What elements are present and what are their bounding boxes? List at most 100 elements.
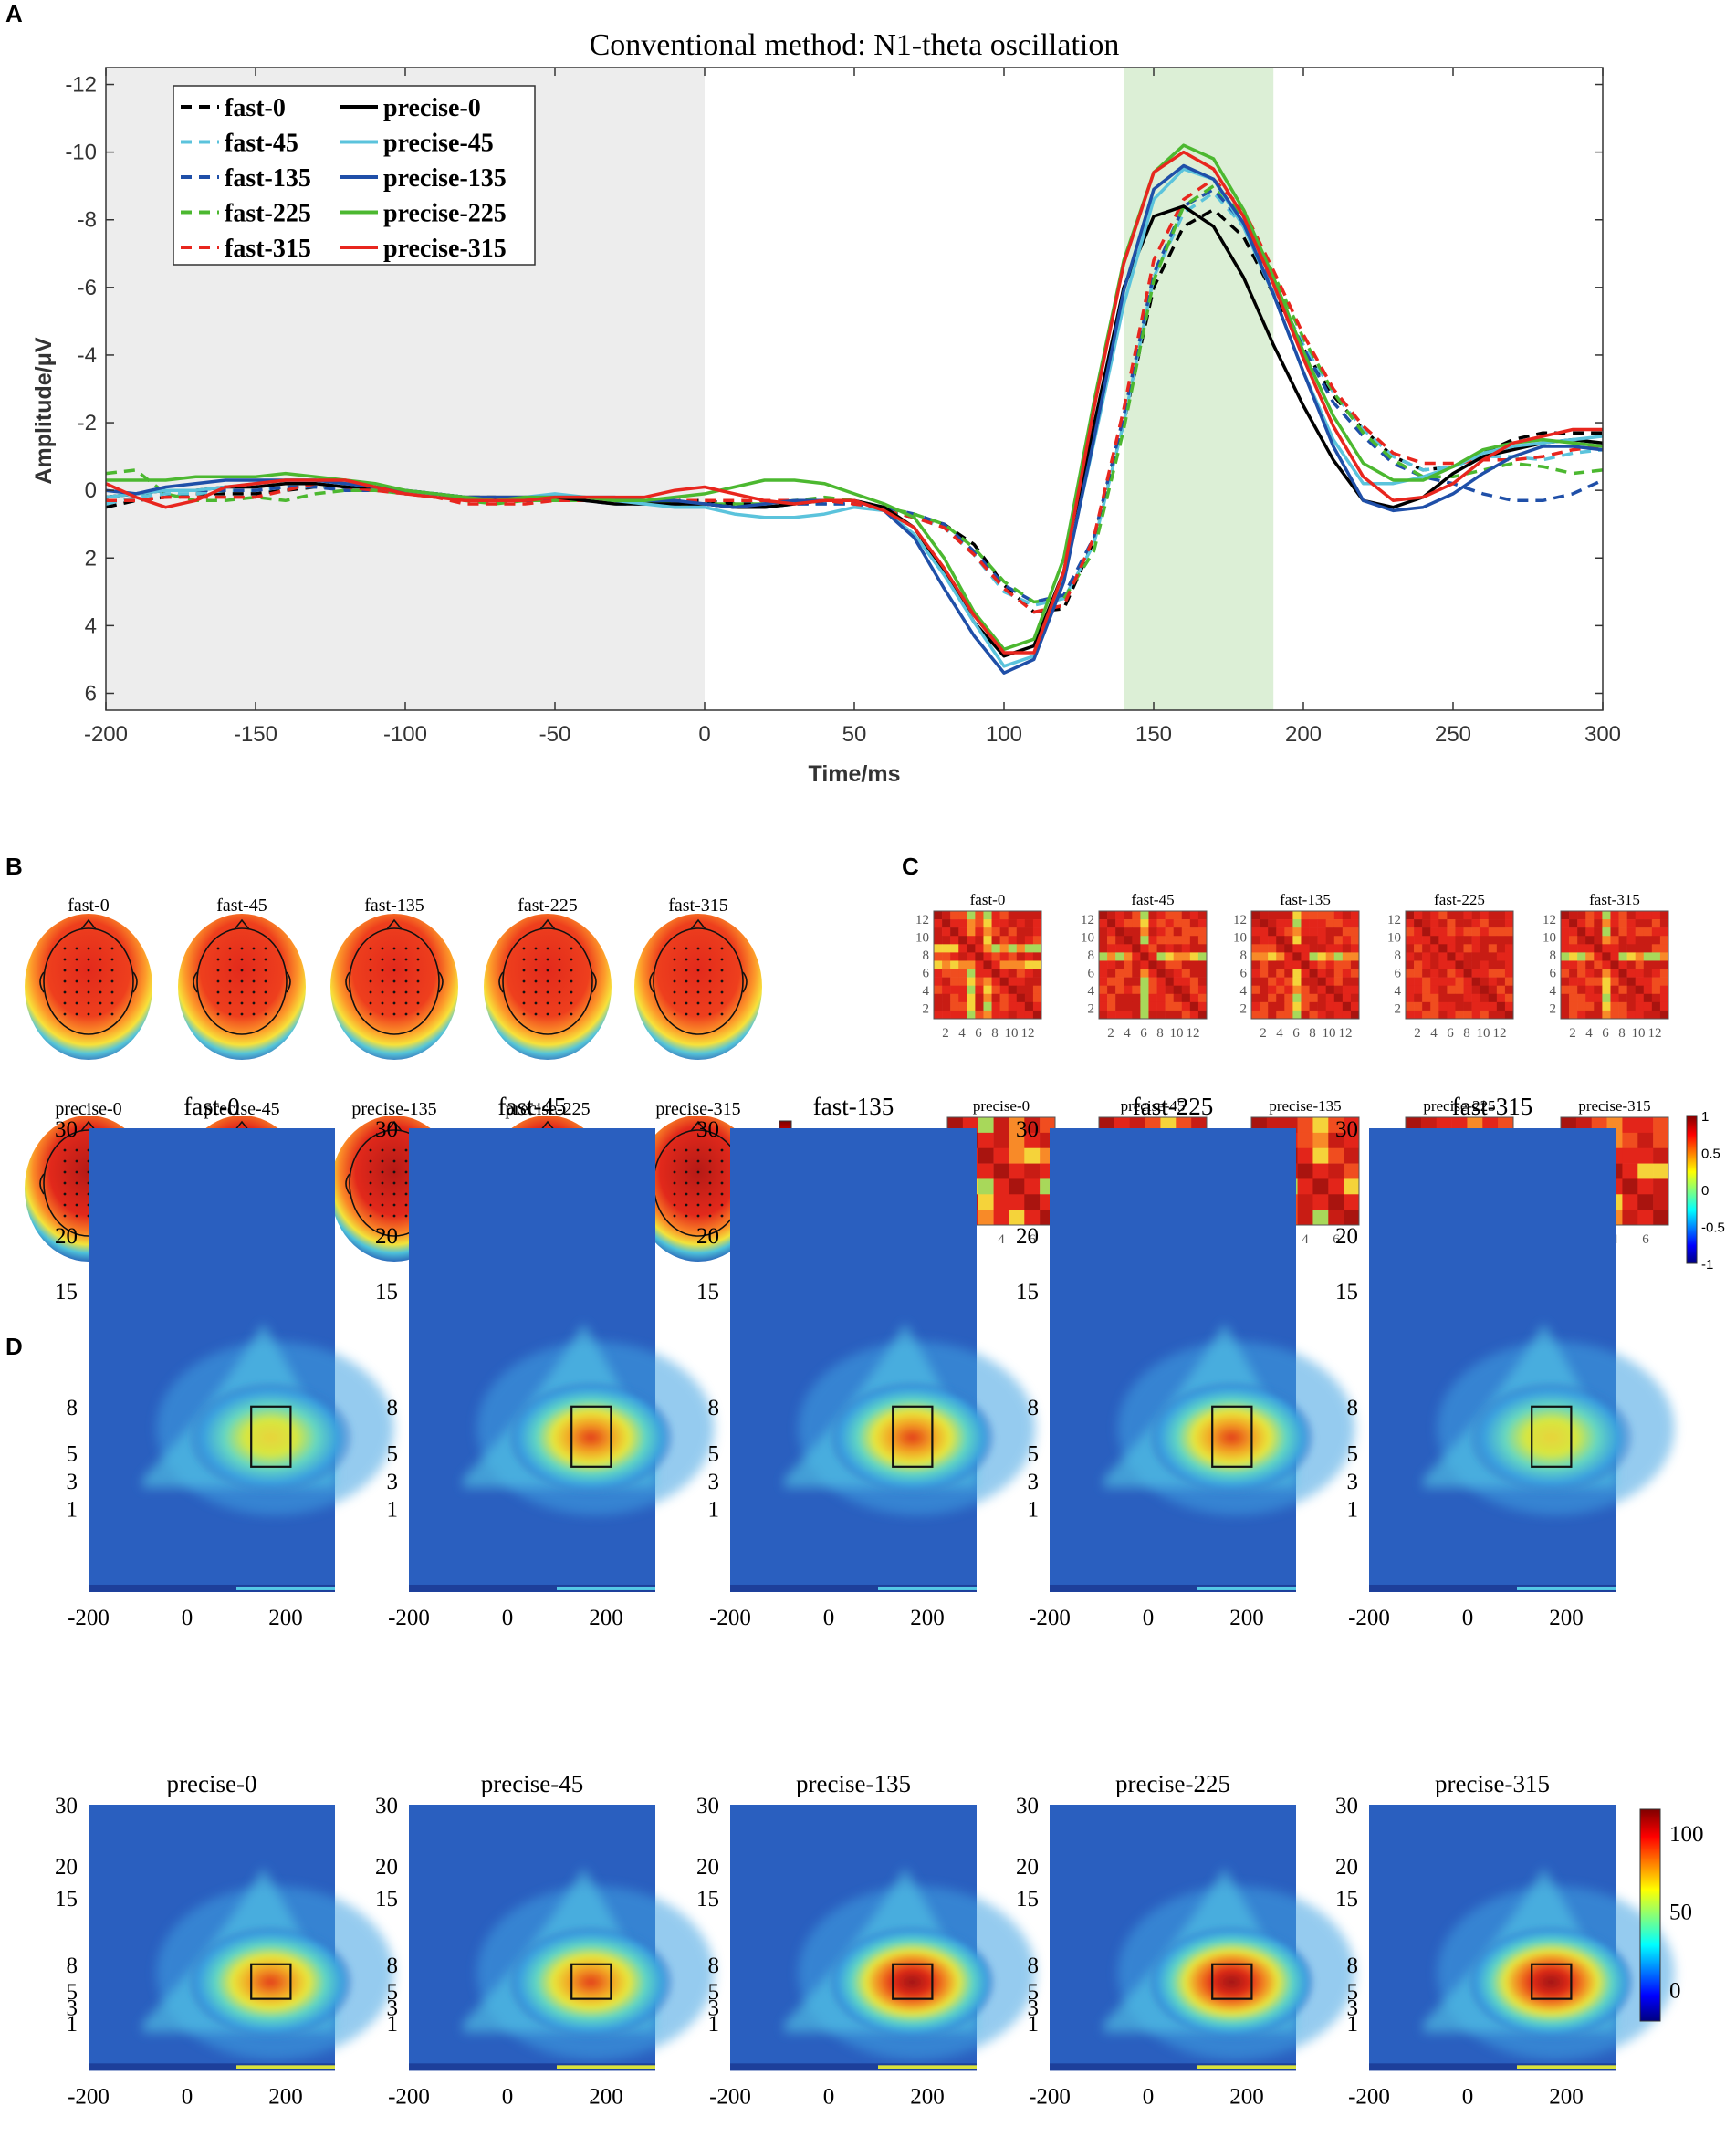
electrode-dot bbox=[392, 990, 396, 994]
electrode-dot bbox=[392, 1203, 396, 1207]
precise-matrix-cell bbox=[993, 1132, 1009, 1149]
fast-matrix-cell bbox=[1156, 936, 1166, 945]
matrix-y-tick: 8 bbox=[923, 948, 930, 963]
electrode-dot bbox=[685, 969, 688, 972]
fast-matrix-frame bbox=[1560, 910, 1669, 1020]
fast-matrix-cell bbox=[1577, 1001, 1586, 1011]
fast-matrix-cell bbox=[1659, 960, 1669, 969]
fast-matrix-cell bbox=[1333, 969, 1344, 978]
fast-matrix-cell bbox=[1197, 927, 1208, 937]
tf-power-blob bbox=[507, 1925, 675, 2039]
electrode-dot bbox=[381, 1181, 384, 1185]
precise-matrix-cell bbox=[993, 1210, 1009, 1226]
tf-low-band bbox=[236, 1586, 335, 1590]
fast-matrix-cell bbox=[1309, 1001, 1318, 1011]
electrode-dot bbox=[534, 1012, 538, 1016]
tf-x-tick: 0 bbox=[823, 1606, 835, 1630]
electrode-dot bbox=[696, 1192, 700, 1196]
fast-matrix-cell bbox=[991, 919, 1000, 928]
fast-matrix-cell bbox=[1115, 1010, 1124, 1020]
fast-matrix-cell bbox=[1197, 977, 1208, 986]
precise-matrix-cell bbox=[978, 1178, 994, 1195]
matrix-x-tick: 2 bbox=[1569, 1026, 1576, 1041]
fast-matrix-cell bbox=[1594, 936, 1603, 945]
fast-matrix-cell bbox=[1569, 927, 1578, 937]
fast-matrix-cell bbox=[1350, 936, 1360, 945]
fast-matrix-cell bbox=[1132, 1010, 1141, 1020]
tf-y-tick: 8 bbox=[387, 1396, 399, 1420]
precise-matrix-cell bbox=[1009, 1194, 1025, 1210]
fast-matrix-cell bbox=[1032, 1010, 1042, 1020]
fast-matrix-cell bbox=[1173, 977, 1183, 986]
fast-matrix-cell bbox=[1189, 952, 1199, 961]
fast-matrix-cell bbox=[1292, 1010, 1302, 1020]
fast-matrix-cell bbox=[1124, 977, 1133, 986]
fast-matrix-cell bbox=[975, 927, 984, 937]
panel-letter-c: C bbox=[902, 853, 919, 880]
tf-y-tick: 3 bbox=[708, 1996, 720, 2020]
fast-matrix-cell bbox=[1659, 936, 1669, 945]
fast-matrix-cell bbox=[934, 960, 943, 969]
fast-matrix-cell bbox=[1107, 969, 1116, 978]
fast-matrix-cell bbox=[1488, 969, 1498, 978]
fast-matrix-cell bbox=[1406, 960, 1415, 969]
electrode-dot bbox=[673, 947, 676, 950]
fast-matrix-cell bbox=[1414, 1010, 1423, 1020]
fast-matrix-cell bbox=[1276, 1010, 1285, 1020]
tf-y-tick: 1 bbox=[67, 1498, 78, 1523]
fast-matrix-cell bbox=[1115, 927, 1124, 937]
colorbar-tick-label: 100 bbox=[1669, 1822, 1704, 1847]
fast-matrix-cell bbox=[1643, 977, 1653, 986]
fast-matrix-cell bbox=[1197, 1001, 1208, 1011]
tf-y-tick: 15 bbox=[1335, 1887, 1358, 1912]
electrode-dot bbox=[720, 1192, 724, 1196]
matrix-x-tick: 2 bbox=[1414, 1026, 1421, 1041]
precise-matrix-cell bbox=[1328, 1147, 1344, 1164]
electrode-dot bbox=[264, 1001, 267, 1005]
fast-matrix-cell bbox=[1024, 993, 1034, 1003]
fast-matrix-cell bbox=[1406, 977, 1415, 986]
fast-matrix-cell bbox=[1496, 1010, 1506, 1020]
fast-matrix-cell bbox=[1585, 936, 1595, 945]
fast-matrix-cell bbox=[1132, 985, 1141, 995]
tf-x-tick: 0 bbox=[502, 2084, 514, 2109]
electrode-dot bbox=[216, 947, 220, 950]
fast-matrix-cell bbox=[1309, 952, 1318, 961]
electrode-dot bbox=[673, 1192, 676, 1196]
fast-matrix-cell bbox=[1618, 977, 1627, 986]
fast-matrix-cell bbox=[1284, 936, 1293, 945]
electrode-dot bbox=[216, 969, 220, 972]
fast-matrix-cell bbox=[958, 1010, 967, 1020]
fast-matrix-cell bbox=[1284, 911, 1293, 920]
fast-matrix-cell bbox=[1618, 944, 1627, 953]
tf-low-strip bbox=[89, 1584, 335, 1592]
electrode-dot bbox=[720, 1012, 724, 1016]
fast-matrix-cell bbox=[1197, 919, 1208, 928]
fast-matrix-cell bbox=[1585, 977, 1595, 986]
matrix-y-tick: 2 bbox=[1088, 1002, 1095, 1017]
topomap-title: fast-135 bbox=[364, 896, 424, 916]
precise-matrix-cell bbox=[1009, 1163, 1025, 1179]
fast-matrix-cell bbox=[1165, 927, 1174, 937]
electrode-dot bbox=[264, 969, 267, 972]
matrix-title: precise-225 bbox=[1423, 1097, 1495, 1115]
tf-x-tick: 200 bbox=[1549, 1606, 1584, 1630]
fast-matrix-cell bbox=[1317, 969, 1326, 978]
tf-y-tick: 8 bbox=[1347, 1954, 1359, 1978]
fast-matrix-cell bbox=[1602, 919, 1611, 928]
fast-matrix-cell bbox=[1132, 977, 1141, 986]
fast-matrix-cell bbox=[1251, 927, 1260, 937]
fast-matrix-cell bbox=[1463, 944, 1472, 953]
electrode-dot bbox=[369, 1203, 372, 1207]
fast-matrix-cell bbox=[1333, 911, 1344, 920]
fast-matrix-cell bbox=[1626, 1001, 1636, 1011]
matrix-x-tick: 4 bbox=[958, 1026, 966, 1041]
fast-matrix-cell bbox=[1610, 985, 1619, 995]
electrode-dot bbox=[369, 1012, 372, 1016]
topomap-title: precise-315 bbox=[655, 1099, 740, 1119]
electrode-dot bbox=[708, 979, 712, 983]
fast-matrix-cell bbox=[991, 944, 1000, 953]
fast-matrix-cell bbox=[1471, 993, 1480, 1003]
fast-matrix-cell bbox=[1455, 993, 1464, 1003]
